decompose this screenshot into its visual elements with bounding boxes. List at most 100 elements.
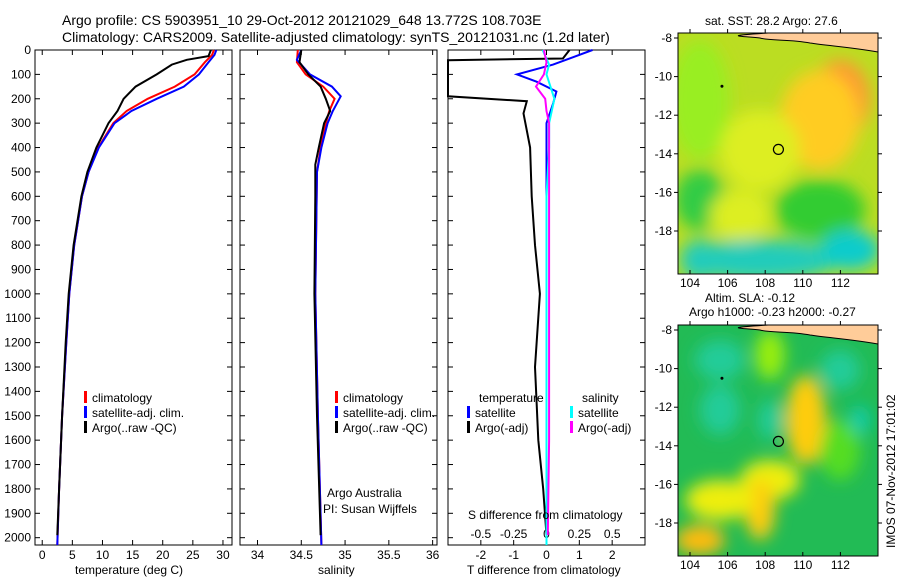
legend-item: satellite bbox=[570, 406, 631, 421]
legend-item: climatology bbox=[335, 391, 435, 406]
legend-swatch bbox=[467, 406, 470, 418]
s-diff-tick-label: -0.25 bbox=[500, 527, 528, 541]
map-blobs bbox=[678, 330, 870, 555]
lon-tick-label: 106 bbox=[718, 276, 738, 290]
legend-swatch bbox=[84, 391, 87, 403]
lon-tick-label: 110 bbox=[793, 558, 812, 572]
lon-tick-label: 112 bbox=[831, 276, 850, 290]
y-tick-label: 900 bbox=[11, 262, 31, 276]
s-diff-tick-label: 0.5 bbox=[604, 527, 621, 541]
field-patch bbox=[710, 190, 770, 240]
title-line-1: Argo profile: CS 5903951_10 29-Oct-2012 … bbox=[62, 12, 542, 28]
difference-legend-temperature: temperature satellite Argo(-adj) bbox=[467, 391, 544, 436]
field-patch bbox=[695, 340, 745, 380]
sla-map-field bbox=[678, 325, 878, 556]
field-patch bbox=[758, 400, 782, 440]
annotation-pi: PI: Susan Wijffels bbox=[323, 502, 417, 516]
legend-label: Argo(-adj) bbox=[475, 421, 529, 435]
legend-label: climatology bbox=[92, 391, 153, 405]
salinity-legend: climatology satellite-adj. clim. Argo(..… bbox=[335, 391, 435, 436]
field-patch bbox=[685, 480, 755, 520]
y-tick-label: 0 bbox=[24, 43, 31, 57]
legend-label: climatology bbox=[343, 391, 404, 405]
difference-series-t-satellite bbox=[513, 49, 593, 545]
legend-item: satellite-adj. clim. bbox=[84, 406, 184, 421]
temperature-xlabel: temperature (deg C) bbox=[75, 563, 184, 577]
field-patch bbox=[820, 350, 860, 390]
s-diff-tick-label: 0.25 bbox=[568, 527, 592, 541]
x-tick-label: 15 bbox=[126, 548, 140, 562]
sla-map-frame bbox=[677, 324, 879, 557]
legend-swatch bbox=[335, 391, 338, 403]
lat-tick-label: -16 bbox=[655, 185, 673, 199]
y-tick-label: 200 bbox=[11, 92, 31, 106]
legend-item: satellite bbox=[467, 406, 544, 421]
legend-label: satellite bbox=[475, 406, 516, 420]
field-patch bbox=[786, 375, 826, 465]
lat-tick-label: -16 bbox=[655, 477, 673, 491]
y-tick-label: 600 bbox=[11, 189, 31, 203]
y-tick-label: 100 bbox=[11, 67, 31, 81]
argo-location-marker bbox=[772, 143, 785, 155]
y-tick-label: 1700 bbox=[4, 458, 31, 472]
legend-swatch bbox=[84, 406, 87, 418]
y-tick-label: 400 bbox=[11, 141, 31, 155]
y-tick-label: 1900 bbox=[4, 506, 31, 520]
legend-item: Argo(..raw -QC) bbox=[84, 421, 184, 436]
legend-swatch bbox=[84, 421, 87, 433]
x-tick-label: 34.5 bbox=[290, 548, 314, 562]
difference-legend-salinity: salinity satellite Argo(-adj) bbox=[570, 391, 631, 436]
lat-tick-label: -14 bbox=[655, 147, 673, 161]
temperature-plot-frame bbox=[34, 49, 233, 546]
lat-tick-label: -10 bbox=[655, 362, 673, 376]
y-tick-label: 800 bbox=[11, 238, 31, 252]
legend-header: salinity bbox=[582, 391, 619, 405]
x-tick-label: 35.5 bbox=[377, 548, 401, 562]
y-tick-label: 1500 bbox=[4, 409, 31, 423]
field-patch bbox=[755, 330, 785, 380]
legend-label: satellite-adj. clim. bbox=[92, 406, 185, 420]
sla-map-title: Altim. SLA: -0.12 bbox=[705, 291, 796, 305]
t-diff-xlabel: T difference from climatology bbox=[467, 563, 621, 577]
field-patch bbox=[720, 110, 800, 190]
lat-tick-label: -18 bbox=[655, 516, 673, 530]
x-tick-label: 0 bbox=[543, 548, 550, 562]
island-marker bbox=[720, 84, 724, 88]
y-tick-label: 2000 bbox=[4, 531, 31, 545]
legend-label: Argo(..raw -QC) bbox=[92, 421, 177, 435]
difference-series-s-satellite bbox=[541, 49, 556, 545]
land-coastline bbox=[738, 33, 878, 53]
title-line-2: Climatology: CARS2009. Satellite-adjuste… bbox=[62, 29, 610, 45]
field-patch bbox=[700, 385, 740, 435]
lat-tick-label: -8 bbox=[661, 323, 672, 337]
y-tick-label: 1200 bbox=[4, 336, 31, 350]
x-tick-label: 35 bbox=[338, 548, 352, 562]
x-tick-label: 5 bbox=[69, 548, 76, 562]
x-tick-label: 34 bbox=[251, 548, 265, 562]
lat-tick-label: -14 bbox=[655, 439, 673, 453]
field-patch bbox=[780, 70, 860, 170]
x-tick-label: 1 bbox=[576, 548, 583, 562]
legend-label: Argo(..raw -QC) bbox=[343, 421, 428, 435]
x-tick-label: 0 bbox=[39, 548, 46, 562]
difference-series-s-argo-adj- bbox=[534, 49, 551, 536]
legend-item: Argo(-adj) bbox=[467, 421, 544, 436]
y-tick-label: 300 bbox=[11, 116, 31, 130]
y-tick-label: 500 bbox=[11, 165, 31, 179]
legend-header: temperature bbox=[479, 391, 544, 405]
sst-map-title: sat. SST: 28.2 Argo: 27.6 bbox=[705, 14, 838, 28]
lat-tick-label: -18 bbox=[655, 224, 673, 238]
y-tick-label: 1800 bbox=[4, 482, 31, 496]
temperature-legend: climatology satellite-adj. clim. Argo(..… bbox=[84, 391, 184, 436]
y-tick-label: 1600 bbox=[4, 433, 31, 447]
legend-item: climatology bbox=[84, 391, 184, 406]
salinity-xlabel: salinity bbox=[318, 563, 355, 577]
map-blobs bbox=[678, 40, 878, 274]
legend-swatch bbox=[467, 421, 470, 433]
field-patch bbox=[680, 240, 840, 274]
field-patch bbox=[678, 40, 730, 160]
field-patch bbox=[820, 420, 860, 480]
sst-map-field bbox=[678, 33, 878, 274]
lon-tick-label: 110 bbox=[793, 276, 812, 290]
